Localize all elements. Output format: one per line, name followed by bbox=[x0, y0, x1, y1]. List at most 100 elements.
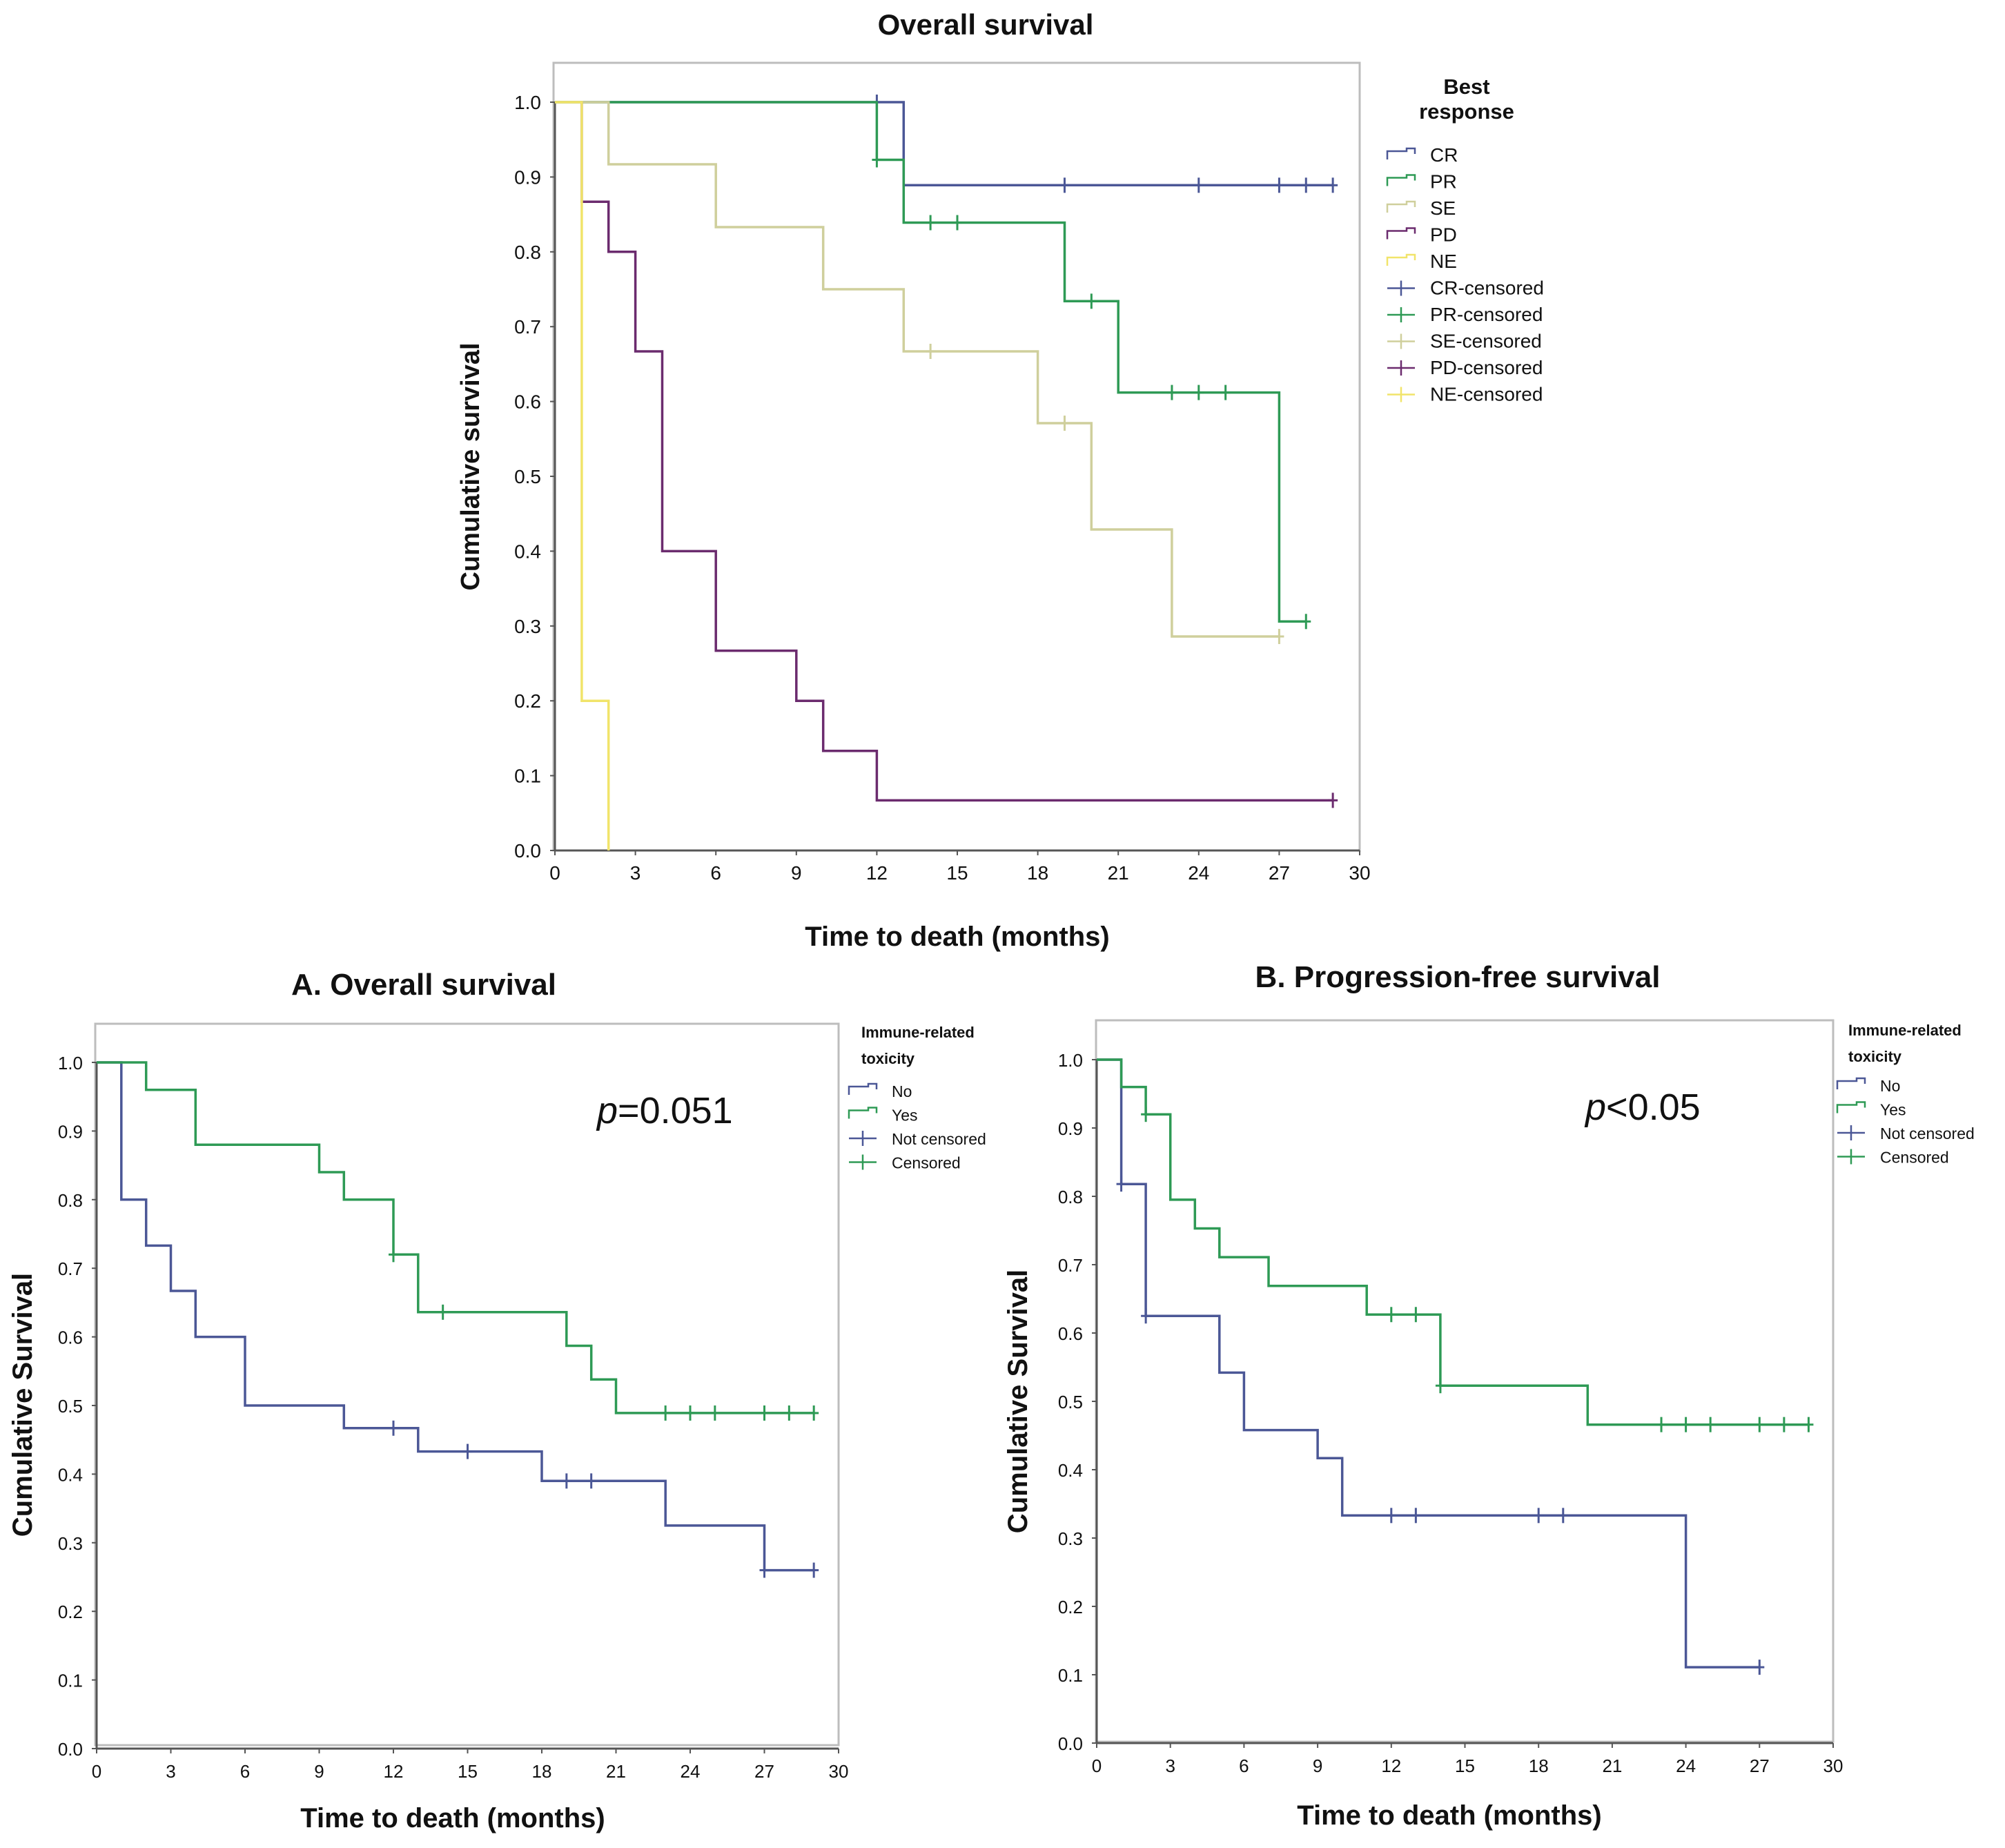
x-axis-label: Time to death (months) bbox=[1297, 1800, 1601, 1831]
censor-mark-pr bbox=[1086, 293, 1097, 309]
legend-entry-se-censored: SE-censored bbox=[1387, 331, 1542, 352]
censor-mark-cr bbox=[1328, 177, 1338, 193]
legend-entry-no: No bbox=[848, 1082, 912, 1100]
censor-mark-pr bbox=[1193, 385, 1204, 400]
y-tick-label: 0.2 bbox=[1058, 1597, 1083, 1617]
x-tick-label: 0 bbox=[549, 862, 560, 884]
y-tick-label: 0.6 bbox=[58, 1327, 83, 1348]
y-tick-label: 1.0 bbox=[1058, 1050, 1083, 1071]
series-yes-curve bbox=[1097, 1058, 1809, 1426]
y-tick-label: 0.3 bbox=[514, 616, 541, 637]
y-tick-label: 0.2 bbox=[514, 690, 541, 712]
censor-mark-yes bbox=[389, 1247, 398, 1263]
legend-label: Yes bbox=[892, 1107, 918, 1125]
y-tick-label: 0.9 bbox=[1058, 1118, 1083, 1139]
x-tick-label: 30 bbox=[829, 1761, 849, 1782]
legend-title: response bbox=[1419, 99, 1514, 124]
censor-mark-yes bbox=[809, 1405, 819, 1421]
chart-title: Overall survival bbox=[878, 8, 1094, 41]
legend-entries: CR PR SE PD NE CR-censored PR-censored SE-censo… bbox=[1386, 144, 1544, 405]
chart-b-progression-free-survival: B. Progression-free survival 0.0 0.1 0.2 0.… bbox=[1003, 960, 1975, 1831]
legend-entry-cr-censored: CR-censored bbox=[1387, 278, 1544, 299]
chart-overall-survival-best-response: Overall survival 0.00.10.20.30.40.50.60.… bbox=[456, 8, 1544, 952]
legend-label: CR bbox=[1430, 144, 1458, 166]
legend-label: No bbox=[892, 1082, 912, 1100]
legend-entries: No Yes Not censored Censored bbox=[1836, 1077, 1975, 1167]
x-tick-label: 6 bbox=[240, 1761, 250, 1782]
x-tick-label: 0 bbox=[92, 1761, 101, 1782]
censor-mark-no bbox=[586, 1473, 596, 1489]
chart-a-overall-survival: A. Overall survival 0.00.10.20.30.40.50.… bbox=[8, 968, 986, 1834]
y-tick-label: 0.5 bbox=[58, 1396, 83, 1417]
censor-mark-pr bbox=[1301, 614, 1311, 630]
censor-mark-yes bbox=[1435, 1378, 1445, 1394]
legend-label: NE-censored bbox=[1430, 384, 1543, 405]
series-yes-curve bbox=[97, 1061, 814, 1414]
x-tick-label: 21 bbox=[1108, 862, 1129, 884]
censor-mark-no bbox=[1534, 1508, 1544, 1524]
y-tick-labels: 0.0 0.1 0.2 0.3 0.4 0.5 0.6 0.7 0.8 0.9 1.0 bbox=[58, 1053, 97, 1760]
x-tick-label: 30 bbox=[1823, 1755, 1843, 1776]
y-tick-label: 0.0 bbox=[1058, 1733, 1083, 1754]
x-tick-label: 21 bbox=[606, 1761, 626, 1782]
x-tick-label: 18 bbox=[532, 1761, 552, 1782]
censor-mark-no bbox=[1141, 1308, 1151, 1324]
censor-mark-no bbox=[1386, 1508, 1396, 1524]
censor-mark-yes bbox=[784, 1405, 794, 1421]
y-tick-label: 0.9 bbox=[514, 166, 541, 188]
x-tick-label: 24 bbox=[1188, 862, 1209, 884]
censor-mark-yes bbox=[759, 1405, 770, 1421]
survival-curves bbox=[1097, 1058, 1814, 1675]
legend-label: PD-censored bbox=[1430, 357, 1543, 378]
y-axis-label: Cumulative Survival bbox=[1003, 1270, 1033, 1533]
x-tick-label: 24 bbox=[1676, 1755, 1696, 1776]
x-tick-label: 30 bbox=[1349, 862, 1370, 884]
x-tick-label: 12 bbox=[1381, 1755, 1401, 1776]
chart-title: B. Progression-free survival bbox=[1255, 960, 1661, 994]
y-tick-labels: 0.0 0.1 0.2 0.3 0.4 0.5 0.6 0.7 0.8 0.9 1.0 bbox=[514, 92, 555, 862]
y-tick-label: 0.8 bbox=[514, 242, 541, 263]
y-tick-label: 0.1 bbox=[58, 1671, 83, 1691]
x-tick-label: 18 bbox=[1529, 1755, 1549, 1776]
legend-entry-not-censored: Not censored bbox=[1837, 1125, 1975, 1142]
series-ne-curve bbox=[555, 101, 610, 850]
legend-label: PR-censored bbox=[1430, 304, 1543, 325]
censor-mark-yes bbox=[1705, 1417, 1716, 1432]
legend-title: Immune-related bbox=[861, 1024, 975, 1041]
series-no-curve bbox=[1097, 1058, 1760, 1669]
y-tick-label: 0.6 bbox=[514, 391, 541, 413]
censor-mark-pr bbox=[952, 215, 962, 231]
x-tick-label: 3 bbox=[1165, 1755, 1175, 1776]
legend-entry-pd: PD bbox=[1386, 224, 1457, 246]
censor-mark-pr bbox=[926, 215, 936, 231]
censor-mark-se bbox=[1059, 416, 1070, 431]
chart-title: A. Overall survival bbox=[291, 968, 556, 1002]
survival-curves bbox=[97, 1061, 819, 1578]
y-tick-label: 0.4 bbox=[514, 541, 541, 562]
censor-mark-yes bbox=[1141, 1107, 1151, 1122]
y-tick-label: 0.2 bbox=[58, 1602, 83, 1622]
x-tick-label: 12 bbox=[866, 862, 888, 884]
legend: Immune-related toxicity No Yes Not censore… bbox=[848, 1024, 986, 1172]
series-no-curve bbox=[97, 1061, 814, 1572]
y-tick-label: 0.4 bbox=[1058, 1460, 1083, 1481]
censor-mark-yes bbox=[710, 1405, 720, 1421]
x-tick-label: 3 bbox=[630, 862, 641, 884]
p-value-annotation: p=0.051 bbox=[596, 1090, 733, 1131]
legend-label: PD bbox=[1430, 224, 1457, 246]
legend-label: SE-censored bbox=[1430, 331, 1542, 352]
x-tick-label: 15 bbox=[1455, 1755, 1475, 1776]
series-pd-curve bbox=[580, 102, 1333, 802]
censor-mark-yes bbox=[661, 1405, 671, 1421]
series-se-curve bbox=[555, 101, 1280, 638]
y-tick-label: 0.0 bbox=[514, 840, 541, 862]
legend-entry-ne-censored: NE-censored bbox=[1387, 384, 1543, 405]
censor-mark-yes bbox=[1754, 1417, 1765, 1432]
x-tick-label: 12 bbox=[384, 1761, 404, 1782]
x-tick-label: 15 bbox=[458, 1761, 478, 1782]
censor-mark-se bbox=[1274, 628, 1284, 644]
x-tick-labels: 0 3 6 9 12 15 18 21 24 27 30 bbox=[549, 850, 1371, 884]
y-tick-label: 0.1 bbox=[1058, 1665, 1083, 1686]
